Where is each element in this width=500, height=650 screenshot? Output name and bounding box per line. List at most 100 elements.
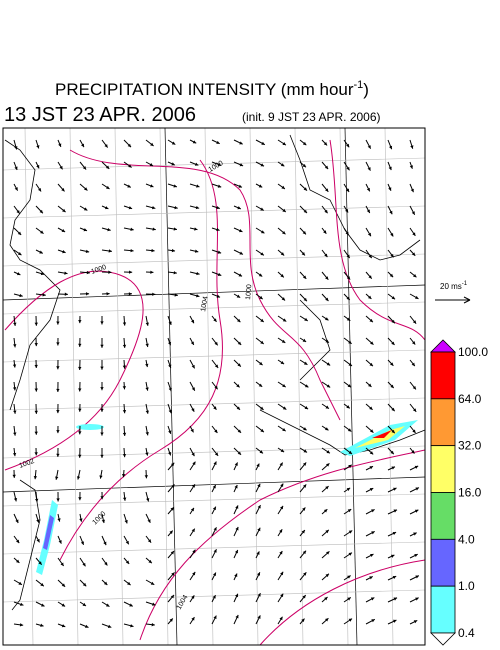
isobar <box>59 159 223 561</box>
wind-arrow-head <box>100 496 104 500</box>
wind-arrow-head <box>196 184 200 188</box>
wind-arrow-head <box>390 384 394 389</box>
wind-arrow-head <box>346 254 350 259</box>
wind-arrow-head <box>257 527 261 532</box>
wind-arrow-head <box>323 509 328 513</box>
wind-arrow-head <box>303 361 308 365</box>
wind-arrow-head <box>171 162 175 166</box>
wind-arrow-head <box>303 449 308 453</box>
wind-arrow-head <box>369 318 373 323</box>
wind-arrow-head <box>145 432 149 436</box>
wind-arrow-head <box>325 486 329 490</box>
grid-line <box>2 253 426 267</box>
wind-arrow-head <box>325 317 329 321</box>
wind-arrow-head <box>16 559 20 563</box>
latitude-line <box>2 476 426 493</box>
wind-arrow-head <box>108 249 112 253</box>
wind-arrow-head <box>279 462 283 467</box>
wind-arrow-head <box>304 317 308 321</box>
wind-arrow-head <box>122 410 127 414</box>
wind-arrow-head <box>56 388 60 392</box>
wind-arrow-head <box>56 430 60 434</box>
wind-arrow-head <box>212 595 216 599</box>
wind-arrow-head <box>100 408 104 412</box>
wind-arrow-head <box>107 227 111 232</box>
wind-arrow-head <box>391 319 395 324</box>
wind-arrow-head <box>346 405 350 409</box>
colorbar-label: 32.0 <box>458 439 482 453</box>
wind-arrow-head <box>170 594 175 599</box>
wind-arrow-head <box>235 593 239 598</box>
wind-vectors <box>12 139 420 628</box>
wind-arrow-head <box>256 463 260 468</box>
wind-arrow-head <box>40 582 44 587</box>
wind-arrow-head <box>213 406 217 410</box>
valid-time: 13 JST 23 APR. 2006 <box>4 104 196 126</box>
wind-arrow-head <box>216 294 221 298</box>
wind-arrow-head <box>64 292 68 296</box>
wind-arrow-head <box>371 509 375 513</box>
wind-arrow-head <box>280 163 285 167</box>
wind-arrow-head <box>15 519 19 524</box>
wind-arrow-head <box>260 163 265 167</box>
wind-arrow-head <box>217 184 222 188</box>
wind-arrow-head <box>191 595 195 599</box>
wind-arrow-head <box>61 603 66 607</box>
grid-line <box>2 301 426 315</box>
colorbar-band <box>430 398 456 447</box>
wind-arrow-head <box>195 205 200 210</box>
wind-arrow-head <box>34 322 38 326</box>
wind-arrow-head <box>168 409 172 414</box>
wind-arrow-head <box>302 595 306 599</box>
wind-arrow-head <box>281 185 285 189</box>
wind-arrow-head <box>282 318 287 322</box>
reference-vector-head <box>463 296 471 304</box>
colorbar-label: 1.0 <box>458 579 475 593</box>
wind-arrow-head <box>411 362 415 367</box>
wind-arrow-head <box>258 273 263 277</box>
wind-arrow-head <box>214 429 218 433</box>
wind-arrow-head <box>347 509 352 513</box>
wind-arrow-head <box>151 248 155 253</box>
wind-arrow-head <box>282 208 286 213</box>
grid-line <box>339 127 349 646</box>
wind-arrow-head <box>64 271 68 275</box>
precip-area <box>372 430 392 438</box>
wind-arrow-head <box>413 620 418 624</box>
wind-arrow-head <box>391 466 395 470</box>
wind-arrow-head <box>12 452 17 457</box>
wind-arrow-head <box>12 474 16 478</box>
wind-arrow-head <box>16 210 20 214</box>
wind-arrow-head <box>388 187 392 191</box>
wind-arrow-head <box>279 551 283 555</box>
wind-arrow-head <box>173 184 177 188</box>
wind-arrow-head <box>78 408 82 412</box>
wind-arrow-head <box>368 383 372 387</box>
wind-arrow-head <box>34 431 38 435</box>
wind-arrow-head <box>36 145 40 149</box>
wind-arrow-head <box>58 143 62 147</box>
wind-arrow-head <box>214 341 218 346</box>
wind-arrow-head <box>191 617 195 621</box>
wind-arrow-head <box>412 320 417 324</box>
wind-arrow-head <box>325 618 329 622</box>
wind-arrow-head <box>391 429 395 434</box>
grid-line <box>2 157 426 171</box>
wind-arrow-head <box>13 344 17 348</box>
wind-arrow-head <box>393 509 398 513</box>
wind-arrow-head <box>324 597 328 601</box>
wind-arrow-head <box>393 597 398 601</box>
wind-arrow-head <box>325 188 329 192</box>
isobar <box>329 139 426 341</box>
wind-arrow-head <box>144 475 148 479</box>
wind-arrow-head <box>78 343 82 347</box>
wind-arrow-head <box>280 448 285 453</box>
isobar-label: 1000 <box>90 264 107 276</box>
wind-arrow-head <box>151 623 155 627</box>
title-text: PRECIPITATION INTENSITY (mm hour <box>55 80 354 99</box>
wind-arrow-head <box>234 573 238 578</box>
wind-arrow-head <box>282 384 286 388</box>
grid-line <box>384 127 394 646</box>
wind-arrow-head <box>346 296 350 300</box>
wind-arrow-head <box>234 484 238 489</box>
